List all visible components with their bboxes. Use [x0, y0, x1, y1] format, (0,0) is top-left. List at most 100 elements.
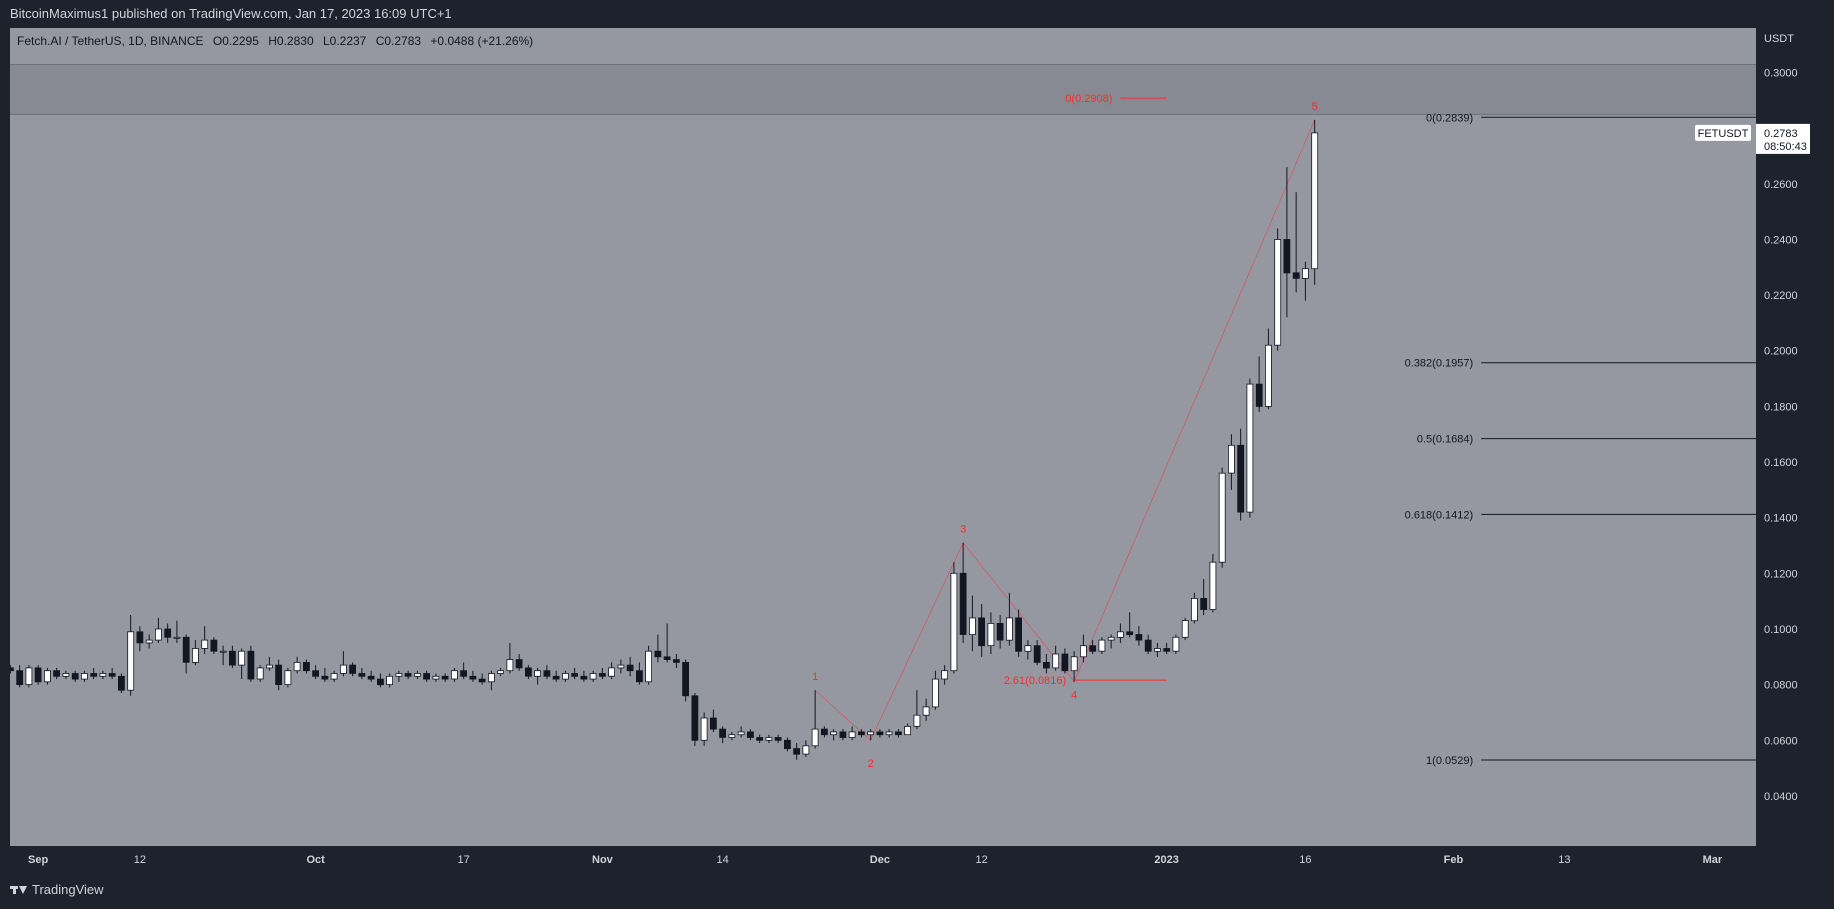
candle-body-down	[571, 673, 578, 677]
candle	[108, 667, 116, 680]
candle-body-up	[265, 664, 273, 669]
price-tick-label: 0.1000	[1764, 624, 1798, 636]
candle-body-down	[423, 673, 431, 680]
candle-body-down	[784, 739, 791, 749]
candle-body-down	[136, 631, 144, 644]
candle-body-down	[469, 675, 477, 680]
candle	[386, 673, 394, 688]
candle	[413, 670, 421, 680]
candle-body-down	[404, 673, 412, 677]
candle-body-up	[395, 673, 403, 677]
candle-body-down	[441, 675, 449, 680]
candle	[765, 734, 773, 744]
candle-body-up	[645, 650, 652, 683]
candle-body-down	[626, 664, 634, 672]
candle	[756, 734, 763, 744]
candle	[654, 634, 662, 663]
time-tick-label: Sep	[28, 854, 48, 866]
candle	[404, 670, 412, 680]
candle-body-down	[876, 731, 884, 736]
candle	[1172, 634, 1180, 655]
candle-body-down	[839, 731, 847, 738]
resistance-zone	[10, 63, 1756, 115]
candle	[1070, 651, 1078, 682]
candle-body-up	[1154, 648, 1161, 652]
time-tick-label: 13	[1558, 854, 1570, 866]
candle	[34, 665, 42, 685]
candle-body-down	[1283, 239, 1291, 274]
candle-body-down	[108, 673, 116, 677]
candle	[10, 665, 14, 674]
candle-body-up	[99, 673, 107, 677]
candle-body-up	[1228, 444, 1235, 474]
candle-body-down	[358, 673, 366, 677]
price-tick-label: 0.2000	[1764, 346, 1798, 358]
price-tick-label: 0.1400	[1764, 513, 1798, 525]
candlestick-chart: 0(0.2908) 2.61(0.0816) 1 2 3 4 5 0(0.2839) 0.382…	[10, 93, 1756, 770]
time-tick-label: 12	[976, 854, 988, 866]
fib-level-label: 0.5(0.1684)	[1417, 434, 1473, 446]
brand-text: TradingView	[32, 882, 104, 897]
candle-body-up	[1265, 344, 1272, 407]
price-tick-label: 0.2200	[1764, 290, 1798, 302]
fib-level-label: 1(0.0529)	[1426, 755, 1473, 767]
candle	[376, 673, 384, 688]
candle-body-down	[515, 659, 523, 669]
candle-body-down	[321, 675, 329, 680]
candle	[1228, 434, 1235, 490]
high-label: H	[268, 34, 277, 48]
change-value: +0.0488 (+21.26%)	[430, 34, 534, 48]
candle-body-down	[1144, 639, 1152, 652]
candle-body-up	[941, 670, 948, 680]
chart-plot-area[interactable]: 0(0.2908) 2.61(0.0816) 1 2 3 4 5 0(0.2839) 0.382…	[10, 28, 1756, 846]
candle	[534, 667, 541, 685]
candle	[932, 670, 939, 710]
candle-body-up	[617, 664, 625, 669]
candle-body-down	[1089, 645, 1097, 652]
candle-body-down	[663, 656, 671, 660]
candle-body-down	[821, 728, 828, 736]
candle-body-down	[756, 737, 763, 741]
candle	[450, 667, 458, 682]
candle-body-down	[682, 662, 689, 697]
candle	[53, 667, 60, 680]
candle	[987, 612, 995, 655]
candle-body-up	[802, 745, 810, 755]
time-axis[interactable]: Sep12Oct17Nov14Dec12202316Feb13Mar13Apr	[10, 846, 1830, 872]
candle	[25, 665, 33, 688]
candle	[848, 726, 856, 741]
candle-body-down	[978, 617, 985, 647]
time-tick-label: Feb	[1444, 854, 1464, 866]
candle-body-down	[10, 667, 14, 672]
candle	[228, 645, 236, 668]
candle-body-down	[478, 678, 486, 683]
candle	[210, 637, 218, 655]
candle-body-down	[247, 650, 255, 680]
candle-body-down	[858, 731, 865, 736]
candle	[99, 670, 107, 680]
tradingview-brand[interactable]: TradingView	[10, 882, 104, 897]
candle	[1117, 623, 1124, 643]
last-price-value: 0.2783	[1764, 128, 1798, 140]
candle-body-up	[201, 639, 209, 649]
candle	[265, 656, 273, 671]
candle	[673, 654, 680, 668]
candle	[367, 670, 375, 682]
candle-body-up	[219, 650, 227, 653]
candle-body-up	[922, 706, 930, 716]
candle-body-up	[885, 731, 893, 736]
candle-body-down	[228, 650, 236, 666]
candle-body-up	[534, 670, 541, 677]
candle-body-down	[580, 675, 588, 680]
candle	[127, 615, 135, 696]
candle-body-down	[182, 636, 190, 663]
candle-body-up	[413, 673, 421, 677]
candle-body-up	[1052, 653, 1060, 669]
candle-body-down	[1163, 648, 1171, 652]
price-axis[interactable]: USDT 0.0400 0.0600 0.0800 0.1000 0.1200 0.1400…	[1756, 28, 1834, 846]
candle-body-up	[432, 675, 440, 680]
candle	[645, 645, 652, 685]
candle	[1006, 592, 1013, 646]
candle	[339, 651, 347, 677]
